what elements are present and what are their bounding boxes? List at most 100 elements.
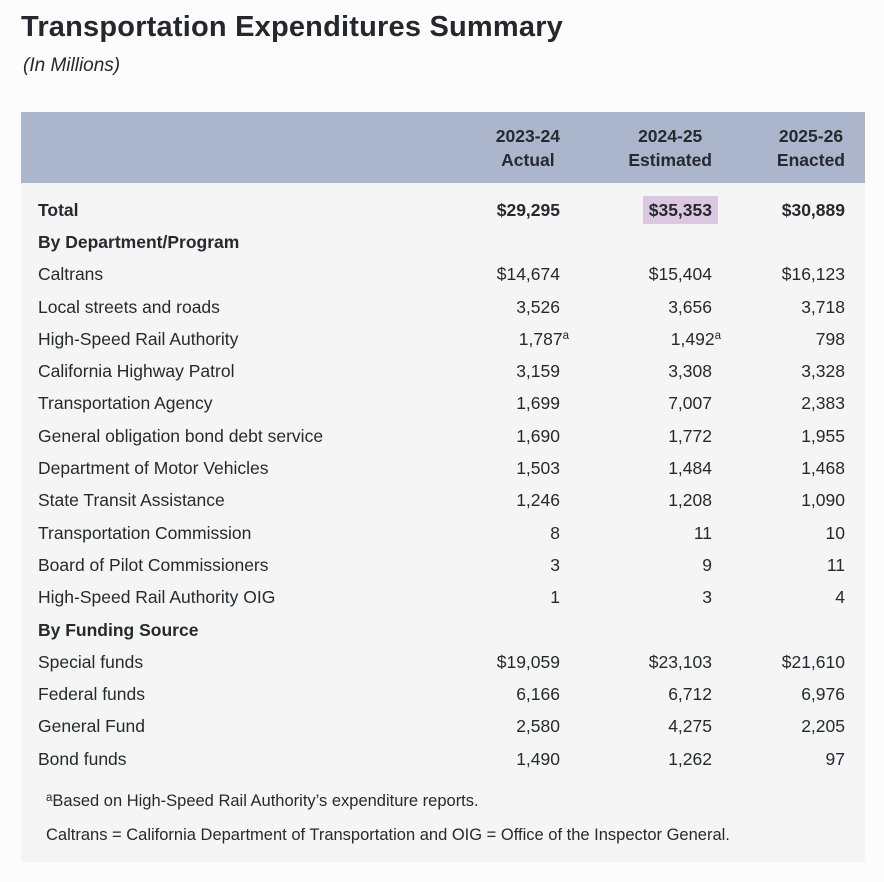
- column-header-enacted: 2025-26 Enacted: [712, 124, 845, 172]
- column-header-type: Actual: [501, 149, 555, 170]
- row-value: 1,699: [516, 393, 560, 414]
- highlighted-value: $35,353: [642, 195, 718, 224]
- row-value: 6,976: [801, 684, 845, 705]
- row-label: General Fund: [38, 716, 146, 737]
- page-title: Transportation Expenditures Summary: [21, 11, 564, 43]
- row-value: 1,787a: [518, 328, 569, 349]
- column-header-year: 2024-25: [638, 125, 703, 146]
- row-value: 1,468: [801, 458, 845, 479]
- row-label: General obligation bond debt service: [38, 425, 324, 446]
- footnote-text: Based on High-Speed Rail Authority’s exp…: [52, 792, 479, 811]
- row-value: 11: [693, 522, 712, 543]
- table-row: General Fund 2,580 4,275 2,205: [38, 711, 845, 743]
- footnote-marker: a: [46, 792, 53, 805]
- row-value: 1,490: [516, 748, 560, 769]
- row-value: $19,059: [496, 651, 560, 672]
- row-value: 1: [550, 587, 560, 608]
- table-row: By Funding Source: [38, 614, 845, 646]
- row-label: Special funds: [38, 651, 144, 672]
- row-value: 2,205: [801, 716, 845, 737]
- footnote: Caltrans = California Department of Tran…: [46, 825, 845, 846]
- row-value: $30,889: [781, 199, 845, 220]
- row-value: 798: [815, 328, 845, 349]
- row-value: $15,404: [648, 264, 712, 285]
- table-row: California Highway Patrol 3,159 3,308 3,328: [38, 355, 845, 387]
- row-value: 3: [702, 587, 712, 608]
- table-row: Special funds $19,059 $23,103 $21,610: [38, 646, 845, 678]
- row-value: 1,772: [668, 425, 712, 446]
- row-value: 3,308: [668, 361, 712, 382]
- row-value: 6,166: [516, 684, 560, 705]
- row-value: $29,295: [496, 199, 560, 220]
- row-value: 3,328: [801, 361, 845, 382]
- row-value: 6,712: [668, 684, 712, 705]
- row-value: 3,159: [516, 361, 560, 382]
- row-value: 1,955: [801, 425, 845, 446]
- row-value: 3,526: [516, 296, 560, 317]
- row-value: 4: [835, 587, 845, 608]
- row-label: Board of Pilot Commissioners: [38, 554, 269, 575]
- row-value: 9: [702, 554, 712, 575]
- row-label: California Highway Patrol: [38, 361, 235, 382]
- table-header-row: 2023-24 Actual 2024-25 Estimated 2025-26 Enac…: [21, 112, 865, 183]
- footnotes: aBased on High-Speed Rail Authority’s ex…: [46, 791, 845, 846]
- row-label: Local streets and roads: [38, 296, 220, 317]
- table-row: State Transit Assistance 1,246 1,208 1,090: [38, 485, 845, 517]
- row-value: 8: [550, 522, 560, 543]
- row-value: 1,090: [801, 490, 845, 511]
- column-header-year: 2025-26: [778, 125, 844, 146]
- column-header-estimated: 2024-25 Estimated: [560, 124, 712, 172]
- row-value: $35,353: [560, 195, 718, 224]
- expenditures-table: 2023-24 Actual 2024-25 Estimated 2025-26 Enac…: [21, 112, 865, 863]
- row-label: Caltrans: [38, 264, 104, 285]
- table-row: Board of Pilot Commissioners 3 9 11: [38, 549, 845, 581]
- table-row: High-Speed Rail Authority 1,787a 1,492a 798: [38, 323, 845, 355]
- column-header-actual: 2023-24 Actual: [410, 124, 560, 172]
- row-value: 2,383: [801, 393, 845, 414]
- table-row: Transportation Agency 1,699 7,007 2,383: [38, 388, 845, 420]
- table-row: Total $29,295 $35,353 $30,889: [38, 194, 845, 226]
- footnote-marker: a: [562, 329, 569, 342]
- table-row: General obligation bond debt service 1,69…: [38, 420, 845, 452]
- row-value: 1,503: [516, 458, 560, 479]
- row-label: Transportation Agency: [38, 393, 213, 414]
- table-row: Department of Motor Vehicles 1,503 1,484 1,…: [38, 452, 845, 484]
- row-value: 4,275: [668, 716, 712, 737]
- row-label: State Transit Assistance: [38, 490, 225, 511]
- row-label: Bond funds: [38, 748, 127, 769]
- row-value: 3,718: [801, 296, 845, 317]
- row-value: $16,123: [781, 264, 845, 285]
- table-row: By Department/Program: [38, 226, 845, 258]
- row-value: $21,610: [781, 651, 845, 672]
- row-label: Total: [38, 199, 79, 220]
- footnote: aBased on High-Speed Rail Authority’s ex…: [46, 791, 845, 812]
- row-value: 2,580: [516, 716, 560, 737]
- row-label: By Department/Program: [38, 231, 240, 252]
- column-header-year: 2023-24: [495, 125, 560, 146]
- row-label: High-Speed Rail Authority: [38, 328, 239, 349]
- row-value: 1,690: [516, 425, 560, 446]
- table-row: Federal funds 6,166 6,712 6,976: [38, 678, 845, 710]
- table-row: Caltrans $14,674 $15,404 $16,123: [38, 259, 845, 291]
- row-label: Transportation Commission: [38, 522, 252, 543]
- row-value: 1,484: [668, 458, 712, 479]
- row-label: Department of Motor Vehicles: [38, 458, 269, 479]
- row-value: 1,262: [668, 748, 712, 769]
- column-header-type: Estimated: [628, 149, 712, 170]
- table-row: High-Speed Rail Authority OIG 1 3 4: [38, 582, 845, 614]
- row-value: 97: [825, 748, 845, 769]
- row-value: 11: [826, 554, 845, 575]
- footnote-marker: a: [714, 329, 721, 342]
- row-value: 1,208: [668, 490, 712, 511]
- row-value: $14,674: [496, 264, 560, 285]
- column-header-type: Enacted: [776, 149, 845, 170]
- row-label: High-Speed Rail Authority OIG: [38, 587, 276, 608]
- table-row: Transportation Commission 8 11 10: [38, 517, 845, 549]
- row-label: Federal funds: [38, 684, 146, 705]
- row-value: 3: [550, 554, 560, 575]
- row-value: 7,007: [668, 393, 712, 414]
- row-value: 1,246: [516, 490, 560, 511]
- row-label: By Funding Source: [38, 619, 199, 640]
- table-row: Bond funds 1,490 1,262 97: [38, 743, 845, 775]
